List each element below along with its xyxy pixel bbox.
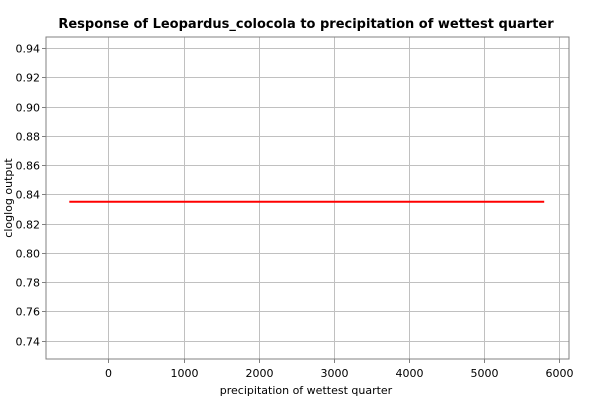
x-tick-label: 1000	[171, 367, 199, 380]
x-tick-label: 0	[105, 367, 112, 380]
y-tick-label: 0.80	[16, 248, 41, 261]
x-tick-label: 5000	[471, 367, 499, 380]
y-tick-label: 0.90	[16, 102, 41, 115]
x-axis: 0 1000 2000 3000 4000 5000 6000	[105, 359, 574, 380]
x-tick-label: 4000	[396, 367, 424, 380]
y-tick-label: 0.88	[16, 131, 41, 144]
y-tick-label: 0.94	[16, 43, 41, 56]
x-axis-label: precipitation of wettest quarter	[220, 384, 393, 397]
chart-title: Response of Leopardus_colocola to precip…	[58, 17, 554, 32]
plot-area	[46, 37, 569, 359]
y-tick-label: 0.84	[16, 189, 41, 202]
plot-frame	[45, 36, 570, 360]
y-tick-label: 0.86	[16, 160, 41, 173]
y-tick-label: 0.76	[16, 306, 41, 319]
x-tick-label: 6000	[546, 367, 574, 380]
y-axis: 0.74 0.76 0.78 0.80 0.82 0.84 0.86 0.88 0.90 0.92…	[16, 43, 46, 349]
y-tick-label: 0.78	[16, 277, 41, 290]
x-tick-label: 3000	[321, 367, 349, 380]
y-tick-label: 0.74	[16, 336, 41, 349]
x-tick-label: 2000	[246, 367, 274, 380]
grid	[46, 37, 569, 359]
y-tick-label: 0.92	[16, 72, 41, 85]
y-tick-label: 0.82	[16, 219, 41, 232]
y-axis-label: cloglog output	[2, 158, 15, 238]
